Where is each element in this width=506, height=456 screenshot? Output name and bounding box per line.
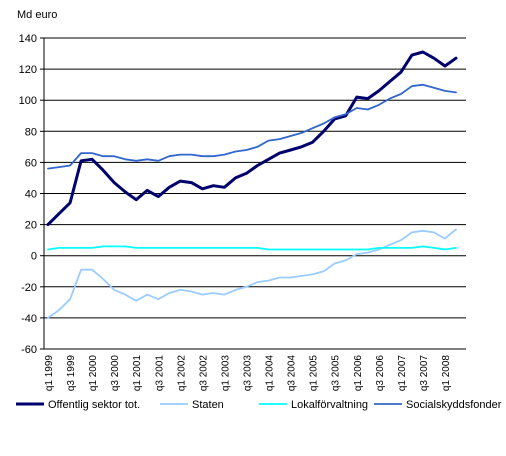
y-tick-label: -40 (21, 313, 37, 325)
x-tick-labels: q1 1999 q3 1999 q1 2000 q3 2000 q1 2001 q3 20… (44, 355, 452, 392)
x-tick-label: q3 2002 (198, 355, 209, 392)
y-tick-label: 40 (25, 189, 37, 201)
y-tick-label: 100 (19, 95, 37, 107)
series-line (46, 50, 458, 227)
x-tick-label: q3 1999 (66, 355, 77, 392)
x-tick-label: q1 1999 (44, 355, 55, 392)
x-tick-label: q3 2003 (242, 355, 253, 392)
axes (40, 37, 466, 350)
series-line (47, 83, 457, 170)
series-line (47, 245, 457, 251)
x-tick-label: q3 2004 (287, 355, 298, 392)
y-tick-label: -60 (21, 344, 37, 356)
series-line (47, 228, 457, 319)
legend-label: Lokalförvaltning (291, 399, 368, 411)
legend: Offentlig sektor tot. Staten Lokalförvaltn… (16, 399, 502, 411)
legend-label: Staten (192, 399, 224, 411)
x-tick-label: q3 2000 (110, 355, 121, 392)
legend-label: Offentlig sektor tot. (48, 399, 140, 411)
y-tick-labels: -60 -40 -20 0 20 40 60 80 100 120 140 (19, 33, 37, 356)
x-tick-label: q1 2008 (441, 355, 452, 392)
x-tick-label: q3 2007 (419, 355, 430, 392)
x-tick-label: q1 2001 (132, 355, 143, 392)
x-tick-label: q1 2005 (309, 355, 320, 392)
y-tick-label: 120 (19, 64, 37, 76)
x-tick-label: q1 2000 (88, 355, 99, 392)
y-axis-unit-label: Md euro (17, 9, 57, 21)
y-tick-label: 60 (25, 157, 37, 169)
legend-label: Socialskyddsfonder (406, 399, 502, 411)
y-tick-label: 0 (31, 251, 37, 263)
y-tick-label: 140 (19, 33, 37, 45)
x-tick-label: q1 2007 (397, 355, 408, 392)
x-tick-label: q1 2006 (353, 355, 364, 392)
x-tick-label: q3 2006 (375, 355, 386, 392)
y-tick-label: 80 (25, 126, 37, 138)
x-tick-label: q3 2001 (154, 355, 165, 392)
x-tick-label: q1 2003 (220, 355, 231, 392)
gridlines (44, 37, 466, 350)
y-tick-label: 20 (25, 220, 37, 232)
x-tick-label: q1 2002 (176, 355, 187, 392)
x-tick-label: q1 2004 (265, 355, 276, 392)
y-tick-label: -20 (21, 282, 37, 294)
x-tick-label: q3 2005 (331, 355, 342, 392)
series-lines (46, 50, 458, 319)
